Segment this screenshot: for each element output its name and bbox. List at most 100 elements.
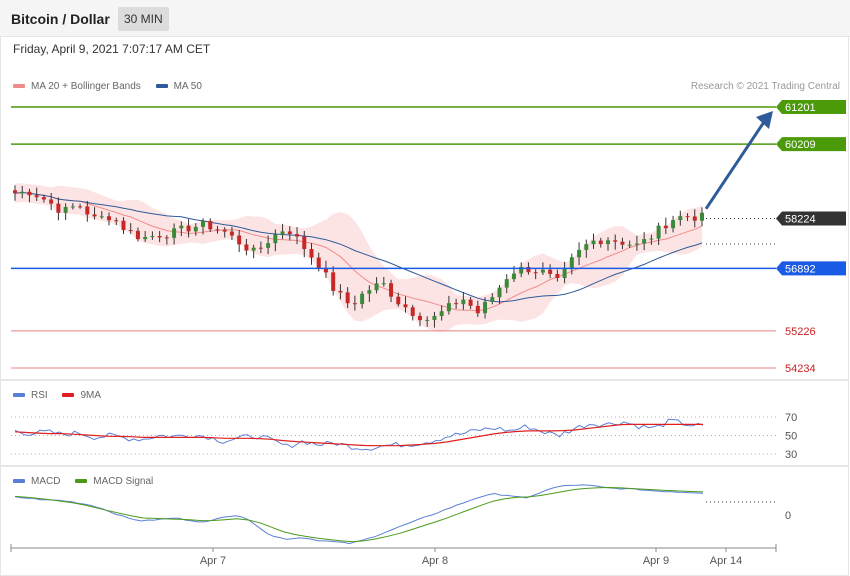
candle-down [663,225,668,229]
candle-up [439,311,444,316]
candle-down [295,234,300,237]
level-label-current: 58224 [785,214,816,226]
candle-up [584,244,589,250]
candle-down [222,229,227,232]
bollinger-band-area [15,183,702,333]
candle-down [215,229,220,231]
legend-swatch-icon [13,84,25,89]
candle-up [656,225,661,239]
timestamp: Friday, April 9, 2021 7:07:17 AM CET [13,42,211,56]
timeframe-badge[interactable]: 30 MIN [118,7,169,31]
legend-rsi: RSI [13,390,48,401]
level-label-resistance: 60209 [785,139,816,151]
candle-down [287,231,292,235]
candle-up [374,283,379,291]
level-label-support: 54234 [785,363,816,375]
level-label-pivot: 56892 [785,263,816,275]
chart-title: Bitcoin / Dollar [11,11,110,27]
candle-up [273,234,278,244]
candle-down [135,230,140,240]
candle-down [620,241,625,245]
rsi-tick-label: 70 [785,412,797,424]
candle-down [533,272,538,274]
candle-up [519,266,524,274]
level-label-support: 55226 [785,326,816,338]
candle-down [475,305,480,314]
x-tick-label: Apr 9 [643,555,669,567]
candle-down [121,220,126,231]
candle-down [302,236,307,250]
candle-down [389,283,394,297]
price-tag-current [776,211,846,226]
candle-up [172,228,177,238]
candle-down [237,235,242,245]
candle-up [193,226,198,232]
candle-up [266,243,271,248]
candle-up [150,236,155,238]
candle-down [34,195,39,198]
candle-down [548,269,553,274]
candle-up [425,319,430,321]
candle-up [251,247,256,251]
candle-up [678,216,683,221]
candle-down [208,221,213,230]
rsi-9ma-line [14,423,703,447]
candle-down [92,214,97,217]
candle-down [186,225,191,232]
x-tick-label: Apr 7 [200,555,226,567]
legend-swatch-icon [13,393,25,398]
rsi-tick-label: 30 [785,449,797,461]
candle-up [483,301,488,314]
candle-down [258,247,263,249]
candle-down [128,230,133,232]
legend-ma20-bollinger: MA 20 + Bollinger Bands [13,81,141,92]
candle-up [201,221,206,227]
forecast-arrow-line [704,121,766,210]
legend-swatch-icon [155,84,168,89]
candle-down [526,266,531,273]
candle-down [555,273,560,278]
candle-down [685,216,690,218]
candle-up [605,240,610,245]
candle-down [164,237,169,239]
ma50-line [14,191,703,303]
x-tick-label: Apr 14 [710,555,742,567]
credit-text: Research © 2021 Trading Central [690,81,840,92]
candle-up [381,283,386,285]
candle-up [540,269,545,273]
macd-legend: MACD MACD Signal [13,476,165,487]
candle-up [446,303,451,312]
legend-rsi-9ma: 9MA [62,390,101,401]
candle-down [157,236,162,238]
forecast-arrow-head [756,111,773,129]
candle-down [410,307,415,316]
candle-down [229,231,234,236]
candle-down [338,290,343,293]
candle-down [417,315,422,321]
candle-down [244,244,249,251]
candle-down [454,303,459,305]
candle-up [671,220,676,229]
price-tag-resistance [776,137,846,152]
candle-down [49,199,54,204]
candle-up [634,243,639,245]
candle-up [562,268,567,278]
macd-line [14,484,704,545]
candle-up [70,206,75,208]
price-tag-pivot [776,261,846,276]
candle-up [63,206,68,213]
legend-macd-signal: MACD Signal [75,476,153,487]
candle-down [13,190,17,194]
price-legend: MA 20 + Bollinger Bands MA 50 [13,81,214,92]
level-label-resistance: 61201 [785,102,816,114]
candle-up [432,315,437,320]
legend-swatch-icon [62,393,75,398]
price-tag-resistance [776,100,846,114]
rsi-tick-label: 50 [785,431,797,443]
rsi-legend: RSI 9MA [13,390,113,401]
candle-down [27,191,32,196]
candle-up [569,257,574,269]
candle-down [345,292,350,304]
candle-down [468,299,473,306]
candle-up [280,231,285,235]
